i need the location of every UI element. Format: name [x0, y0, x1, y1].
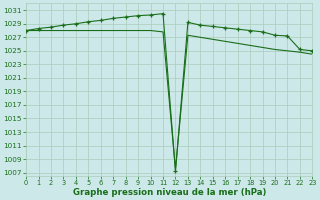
X-axis label: Graphe pression niveau de la mer (hPa): Graphe pression niveau de la mer (hPa): [73, 188, 266, 197]
